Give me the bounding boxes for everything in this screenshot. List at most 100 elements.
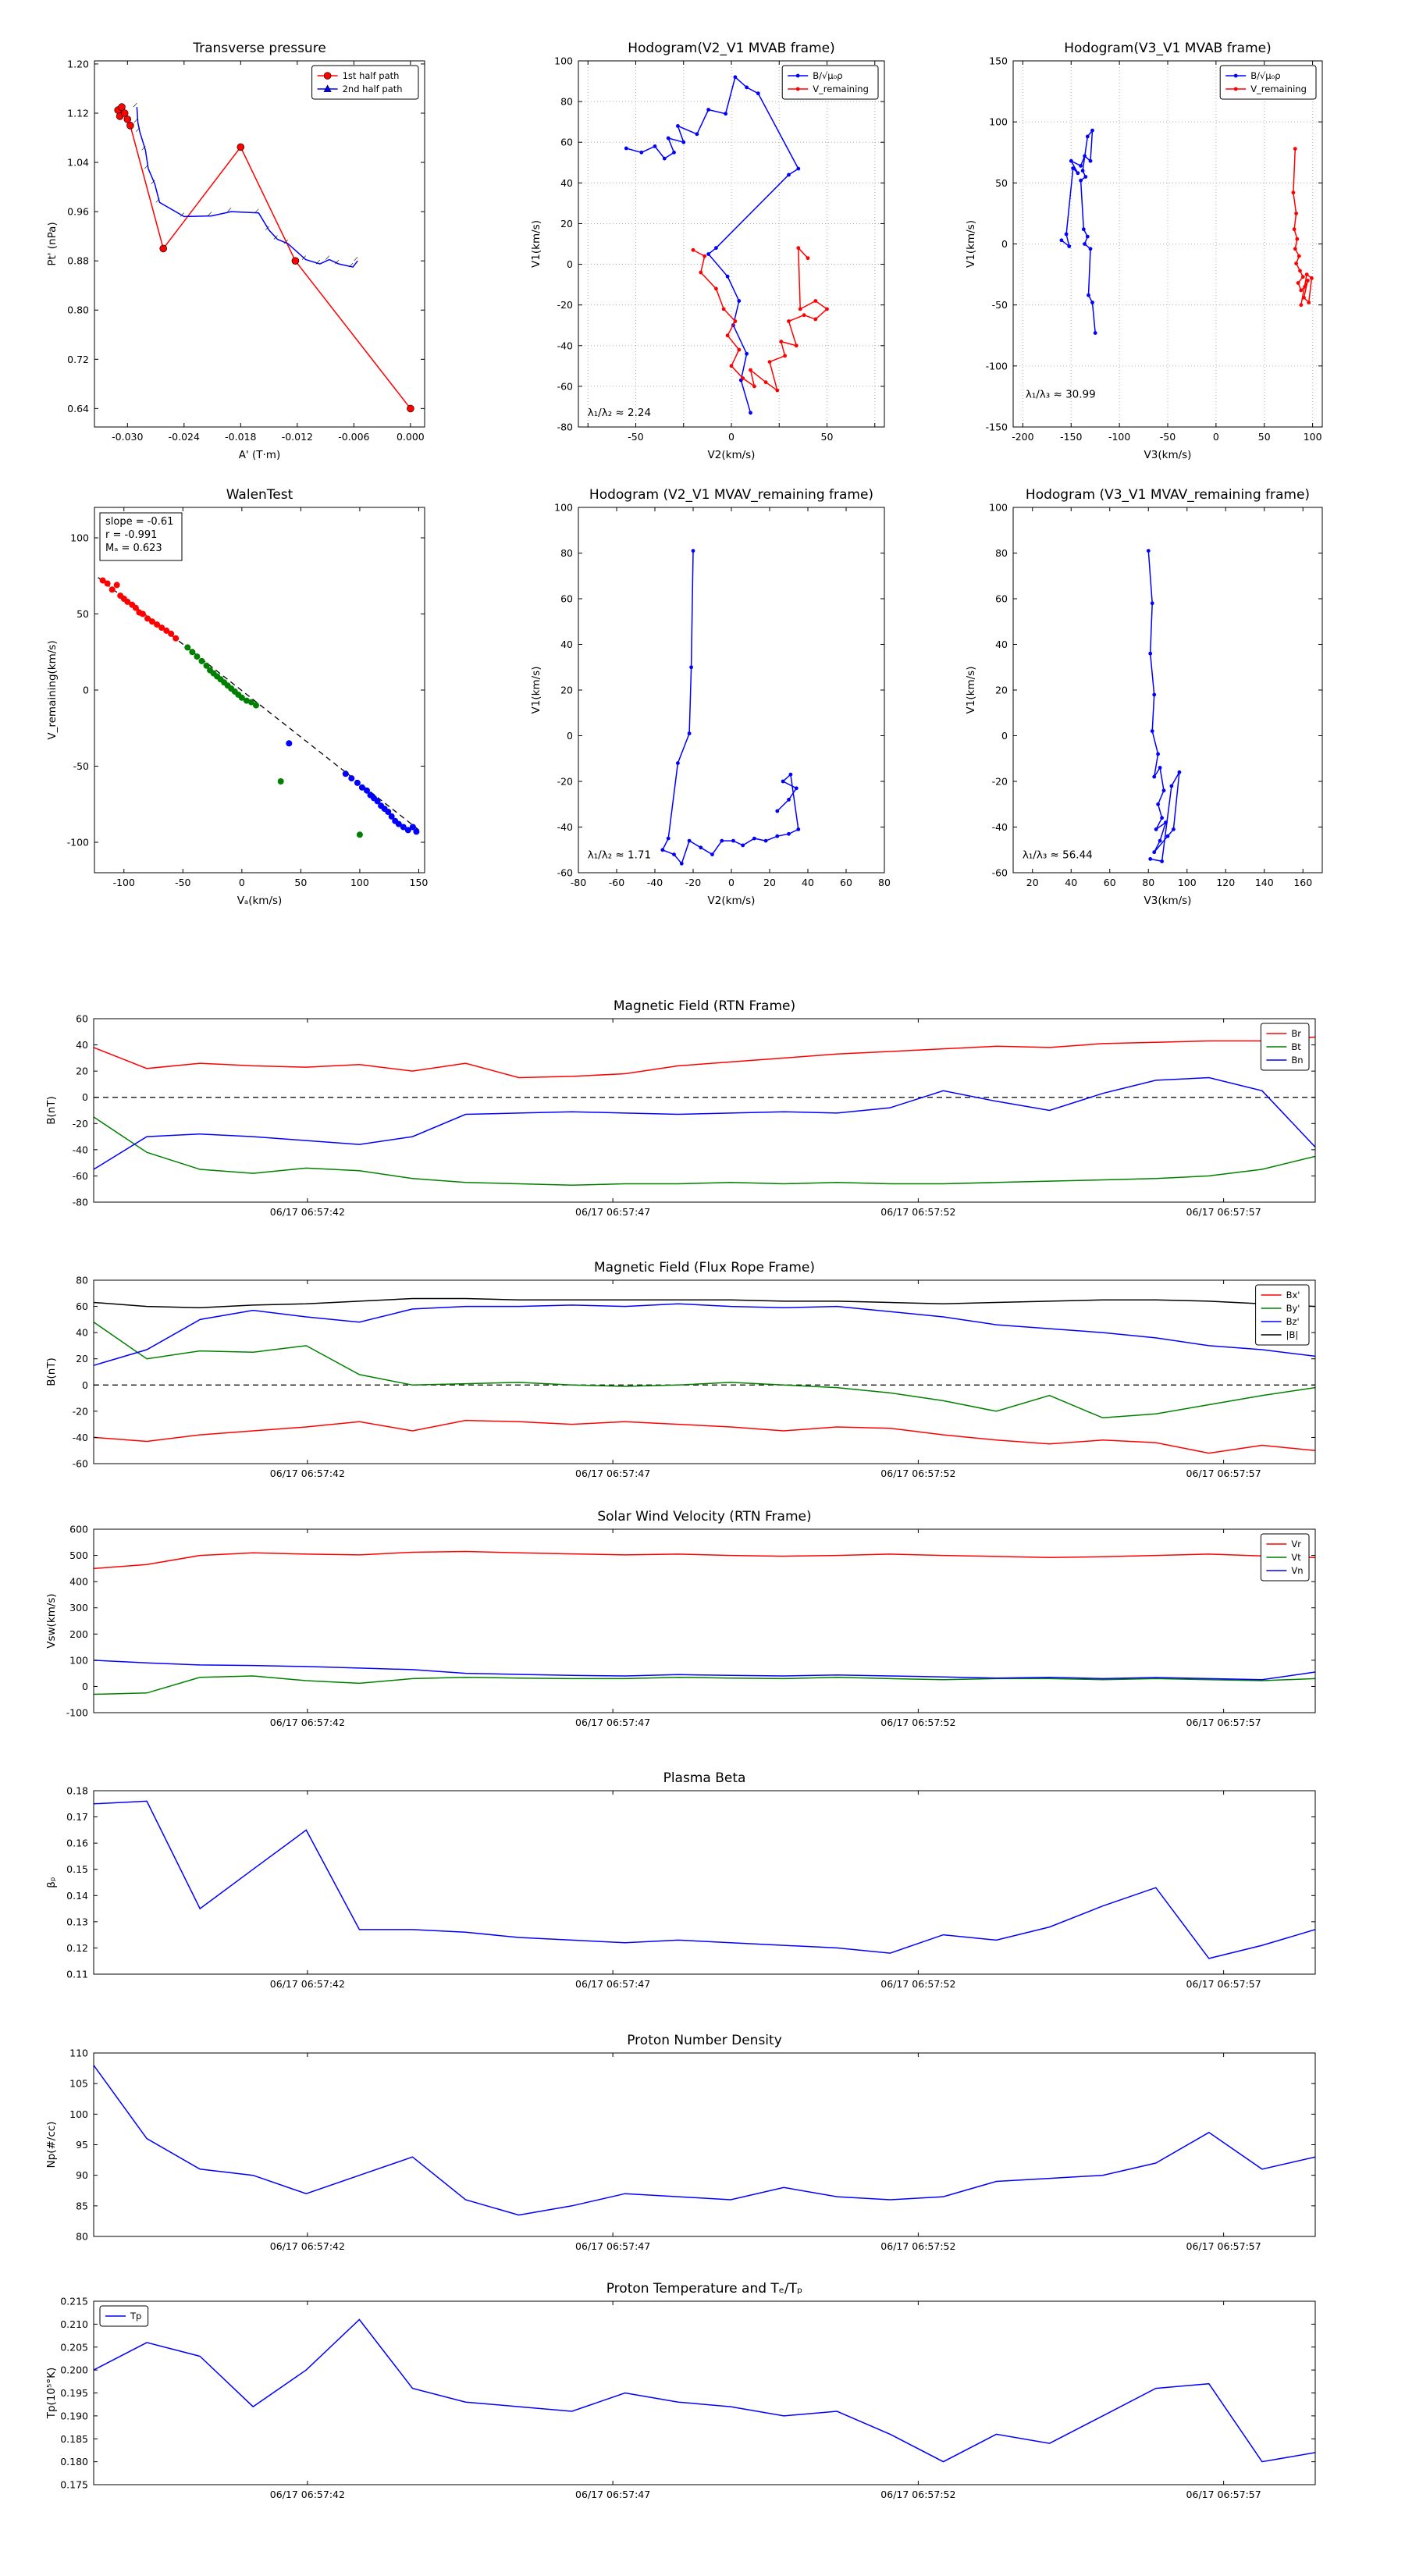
data-marker: [158, 624, 165, 632]
data-marker: [253, 702, 259, 709]
x-tick-label: 100: [1178, 877, 1197, 888]
stats-line: r = -0.991: [105, 529, 157, 541]
chart-b-rtn: 06/17 06:57:42 06/17 06:57:47 06/17 06:57:…: [45, 998, 1316, 1218]
x-tick-label: 0: [728, 877, 735, 888]
data-marker: [198, 657, 205, 664]
y-axis-label: Vsw(km/s): [45, 1593, 58, 1648]
y-tick-label: -20: [557, 299, 573, 311]
data-line: [117, 105, 411, 409]
data-marker: [227, 207, 232, 212]
y-tick-label: 40: [560, 639, 573, 650]
y-axis-label: V_remaining(km/s): [46, 640, 59, 739]
data-marker: [689, 665, 693, 670]
data-marker: [1148, 651, 1153, 656]
panel-proton-number-density: 06/17 06:57:42 06/17 06:57:47 06/17 06:57:…: [35, 2026, 1323, 2272]
data-marker: [1083, 175, 1088, 179]
data-marker: [1088, 247, 1093, 251]
data-marker: [1294, 212, 1298, 215]
x-tick-label: 06/17 06:57:57: [1186, 2240, 1261, 2252]
data-marker: [813, 317, 818, 322]
y-tick-label: 100: [554, 55, 573, 67]
y-axis-label: Np(#/cc): [45, 2122, 58, 2169]
x-tick-label: 150: [410, 877, 429, 888]
y-tick-label: 0.72: [67, 354, 89, 365]
y-tick-label: 0.18: [66, 1785, 88, 1797]
legend-box: [781, 65, 879, 100]
data-marker: [714, 246, 718, 251]
data-marker: [348, 775, 355, 782]
y-tick-label: 50: [995, 177, 1008, 189]
x-tick-label: 40: [1065, 877, 1077, 888]
y-tick-label: 0.205: [60, 2341, 88, 2353]
data-line: [94, 2065, 1315, 2216]
y-tick-label: -20: [73, 1405, 88, 1417]
data-line: [94, 1076, 1315, 1170]
y-tick-label: 0: [1001, 238, 1008, 250]
data-marker: [787, 798, 791, 802]
data-marker: [1300, 275, 1305, 279]
x-tick-label: 06/17 06:57:52: [880, 2489, 955, 2500]
data-marker: [168, 630, 175, 637]
chart-title: Magnetic Field (Flux Rope Frame): [594, 1260, 815, 1276]
panel-hodogram-v2v1-mvab: -50 0 50 -80 -60 -40 -20 0 20 40 60 80 100 Hodogram(V…: [520, 34, 891, 470]
data-line: [94, 1036, 1315, 1079]
data-line: [692, 246, 828, 392]
data-marker: [666, 136, 670, 141]
data-marker: [802, 313, 806, 318]
data-marker: [237, 143, 245, 151]
data-marker: [265, 226, 269, 231]
data-marker: [173, 635, 180, 642]
y-tick-label: 150: [989, 55, 1008, 67]
y-tick-label: 100: [989, 116, 1008, 128]
data-marker: [699, 270, 703, 275]
data-marker: [291, 257, 300, 265]
y-tick-label: 85: [76, 2200, 88, 2211]
data-marker: [126, 122, 134, 130]
data-marker: [1071, 166, 1076, 171]
data-marker: [763, 838, 768, 843]
chart-hodo-v3v1-mvav: 20 40 60 80 100 120 140 160 -60 -40 -20 0 20 40 60 80 10…: [965, 487, 1323, 907]
data-marker: [798, 307, 802, 311]
y-tick-label: 0.185: [60, 2433, 88, 2445]
data-marker: [752, 384, 756, 389]
y-tick-label: -100: [66, 1707, 88, 1719]
x-tick-label: 06/17 06:57:57: [1186, 1468, 1261, 1479]
x-tick-label: 06/17 06:57:42: [270, 1206, 345, 1218]
data-marker: [796, 827, 801, 831]
y-tick-label: 100: [69, 1654, 88, 1666]
chart-plasma-beta: 06/17 06:57:42 06/17 06:57:47 06/17 06:57:…: [45, 1770, 1316, 1990]
data-marker: [323, 84, 332, 92]
data-marker: [1164, 820, 1168, 824]
data-line: [136, 107, 358, 268]
x-tick-label: 06/17 06:57:42: [270, 1978, 345, 1990]
y-tick-label: 60: [560, 137, 573, 148]
y-tick-label: 300: [69, 1602, 88, 1614]
x-tick-label: 50: [821, 431, 834, 443]
data-marker: [1233, 73, 1238, 78]
y-tick-label: 60: [995, 593, 1008, 605]
y-tick-label: -60: [73, 1458, 88, 1470]
data-marker: [676, 761, 680, 765]
data-marker: [144, 615, 151, 622]
x-tick-label: 06/17 06:57:42: [270, 2240, 345, 2252]
stats-line: slope = -0.61: [105, 516, 173, 528]
x-tick-label: 06/17 06:57:42: [270, 1717, 345, 1728]
chart-title: Hodogram(V2_V1 MVAB frame): [628, 41, 835, 56]
x-axis-label: Vₐ(km/s): [237, 895, 283, 907]
data-marker: [775, 834, 780, 838]
data-marker: [1169, 784, 1174, 788]
data-marker: [706, 108, 710, 112]
data-line: [94, 1322, 1315, 1419]
x-tick-label: 06/17 06:57:47: [575, 1206, 650, 1218]
data-marker: [1172, 827, 1176, 831]
x-tick-label: 80: [1142, 877, 1154, 888]
legend-label: Vn: [1291, 1565, 1303, 1576]
legend-label: V_remaining: [1250, 84, 1307, 94]
y-tick-label: 105: [69, 2078, 88, 2090]
axes-frame: [578, 507, 885, 873]
y-tick-label: -50: [73, 760, 89, 772]
chart-proton-density: 06/17 06:57:42 06/17 06:57:47 06/17 06:57:…: [45, 2033, 1316, 2252]
panel-solar-wind-velocity: 06/17 06:57:42 06/17 06:57:47 06/17 06:57:…: [35, 1502, 1323, 1748]
data-marker: [725, 333, 730, 338]
